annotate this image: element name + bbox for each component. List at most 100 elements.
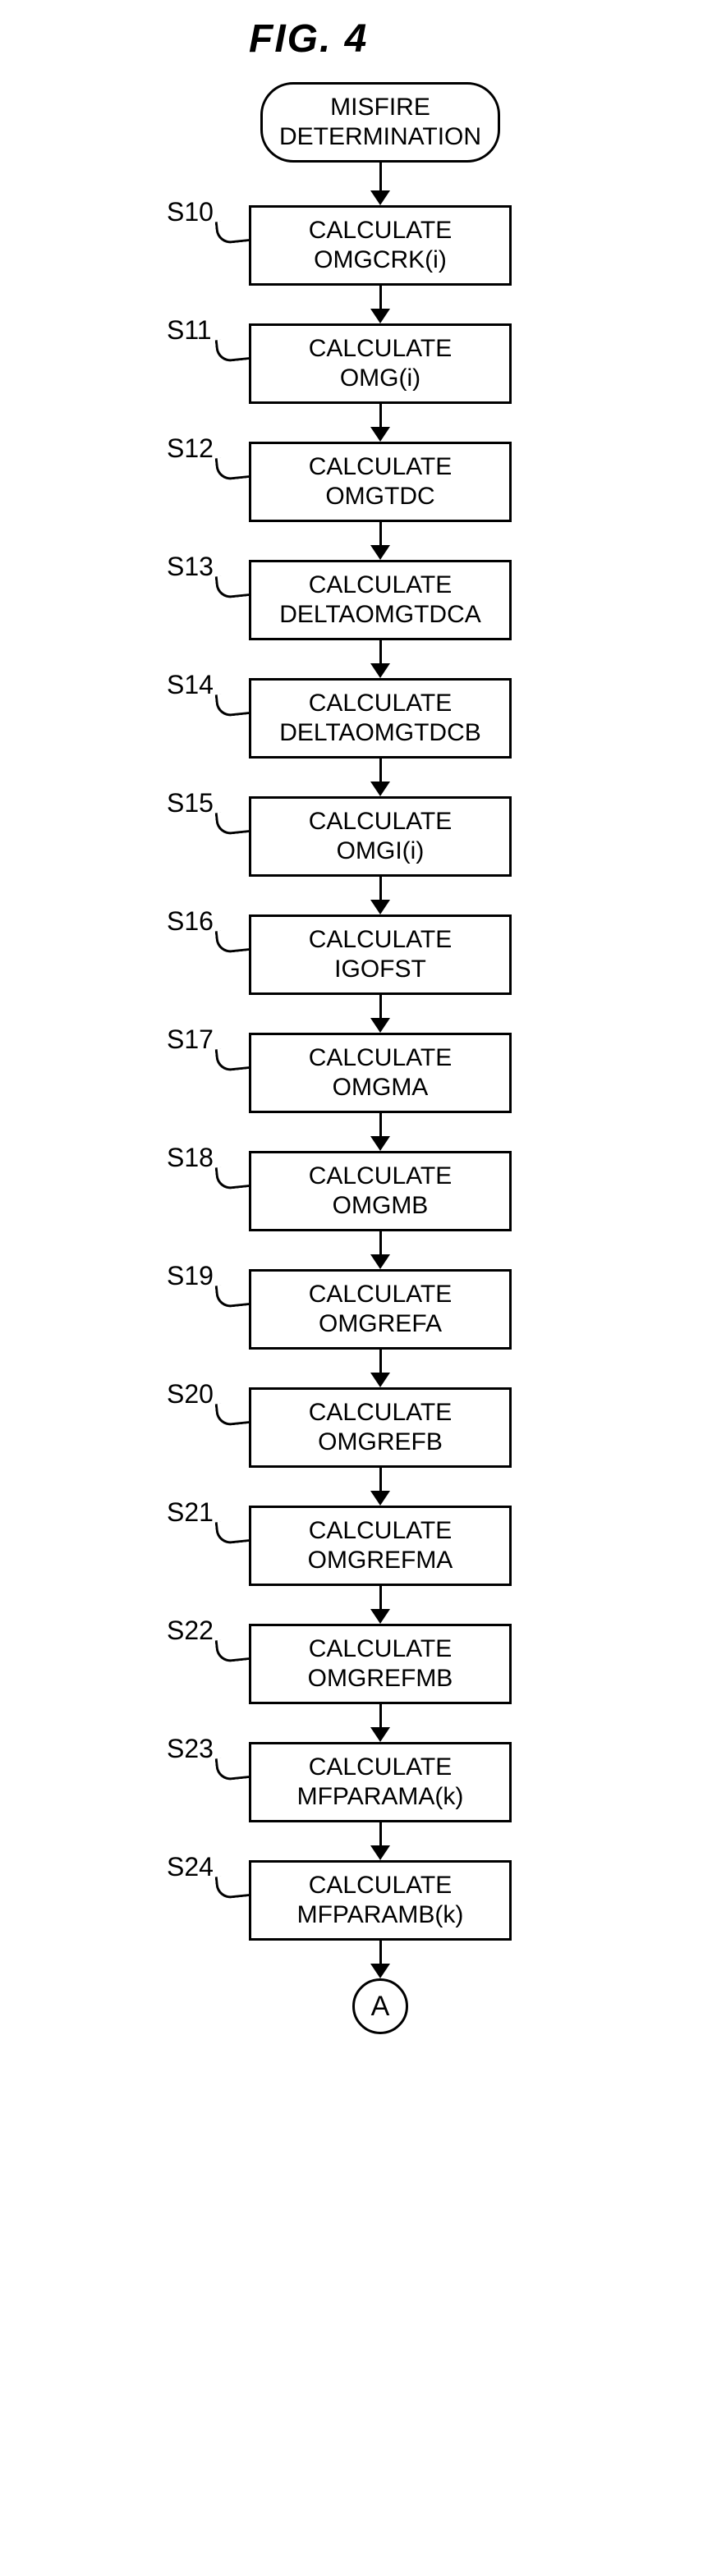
step-label: S15 [167, 788, 214, 818]
figure-title: FIG. 4 [249, 16, 512, 62]
step-row: S17CALCULATEOMGMA [249, 1033, 512, 1113]
step-row: S10CALCULATEOMGCRK(i) [249, 205, 512, 286]
arrow-line [379, 163, 382, 192]
step-row: S19CALCULATEOMGREFA [249, 1269, 512, 1350]
arrow-head [370, 1727, 390, 1742]
step-row: S13CALCULATEDELTAOMGTDCA [249, 560, 512, 640]
process-box: CALCULATEMFPARAMA(k) [249, 1742, 512, 1822]
arrow-head [370, 663, 390, 678]
arrow-head [370, 1491, 390, 1506]
process-box: CALCULATEOMG(i) [249, 323, 512, 404]
arrow [370, 163, 390, 205]
arrow [249, 877, 512, 914]
step-label-tick [215, 337, 253, 363]
step-label-tick [215, 691, 253, 717]
step-label: S11 [167, 315, 212, 346]
step-label: S17 [167, 1024, 214, 1055]
process-box: CALCULATEOMGREFMB [249, 1624, 512, 1704]
arrow-head [370, 1018, 390, 1033]
process-box: CALCULATEOMGREFA [249, 1269, 512, 1350]
arrow-line [379, 286, 382, 310]
arrow-line [379, 640, 382, 665]
arrow-line [379, 759, 382, 783]
arrow [249, 1704, 512, 1742]
process-box: CALCULATEOMGMB [249, 1151, 512, 1231]
process-box: CALCULATEOMGI(i) [249, 796, 512, 877]
arrow [249, 1350, 512, 1387]
process-box: CALCULATEOMGREFB [249, 1387, 512, 1468]
arrow-head [370, 1845, 390, 1860]
process-box: CALCULATEIGOFST [249, 914, 512, 995]
step-label: S22 [167, 1616, 214, 1646]
arrow-line [379, 522, 382, 547]
step-label: S18 [167, 1143, 214, 1173]
step-label: S13 [167, 552, 214, 582]
process-box: CALCULATEOMGCRK(i) [249, 205, 512, 286]
process-box: CALCULATEDELTAOMGTDCA [249, 560, 512, 640]
arrow [249, 1941, 512, 1978]
step-label-tick [215, 1400, 253, 1427]
arrow-head [370, 427, 390, 442]
arrow-head [370, 1254, 390, 1269]
step-label-tick [215, 1873, 253, 1900]
step-label: S10 [167, 197, 214, 227]
arrow-head [370, 190, 390, 205]
step-label-tick [215, 809, 253, 836]
arrow-line [379, 1113, 382, 1138]
flowchart: MISFIREDETERMINATION S10CALCULATEOMGCRK(… [249, 82, 512, 2034]
step-row: S15CALCULATEOMGI(i) [249, 796, 512, 877]
step-label-tick [215, 1282, 253, 1309]
arrow-head [370, 1609, 390, 1624]
step-row: S23CALCULATEMFPARAMA(k) [249, 1742, 512, 1822]
process-box: CALCULATEDELTAOMGTDCB [249, 678, 512, 759]
step-row: S11CALCULATEOMG(i) [249, 323, 512, 404]
arrow-head [370, 782, 390, 796]
process-box: CALCULATEOMGREFMA [249, 1506, 512, 1586]
step-label-tick [215, 1519, 253, 1545]
arrow-head [370, 1964, 390, 1978]
step-row: S22CALCULATEOMGREFMB [249, 1624, 512, 1704]
arrow [249, 522, 512, 560]
step-row: S21CALCULATEOMGREFMA [249, 1506, 512, 1586]
terminator-start: MISFIREDETERMINATION [260, 82, 500, 163]
arrow [249, 286, 512, 323]
arrow [249, 1822, 512, 1860]
arrow-head [370, 309, 390, 323]
process-box: CALCULATEMFPARAMB(k) [249, 1860, 512, 1941]
step-label-tick [215, 1755, 253, 1781]
step-label-tick [215, 1164, 253, 1190]
step-row: S16CALCULATEIGOFST [249, 914, 512, 995]
step-row: S12CALCULATEOMGTDC [249, 442, 512, 522]
arrow [249, 759, 512, 796]
arrow-head [370, 1136, 390, 1151]
arrow [249, 995, 512, 1033]
step-label-tick [215, 218, 253, 245]
step-label: S12 [167, 433, 214, 464]
step-label-tick [215, 573, 253, 599]
arrow-line [379, 1586, 382, 1611]
arrow [249, 1231, 512, 1269]
arrow [249, 1113, 512, 1151]
arrow-line [379, 1231, 382, 1256]
arrow-head [370, 545, 390, 560]
step-row: S14CALCULATEDELTAOMGTDCB [249, 678, 512, 759]
step-label: S21 [167, 1497, 214, 1528]
arrow-line [379, 1704, 382, 1729]
step-label-tick [215, 1046, 253, 1072]
process-box: CALCULATEOMGMA [249, 1033, 512, 1113]
step-row: S18CALCULATEOMGMB [249, 1151, 512, 1231]
step-label: S16 [167, 906, 214, 937]
step-label: S24 [167, 1852, 214, 1882]
off-page-connector: A [352, 1978, 408, 2034]
arrow-line [379, 404, 382, 429]
arrow-head [370, 900, 390, 914]
arrow [249, 640, 512, 678]
arrow [249, 1468, 512, 1506]
arrow-line [379, 877, 382, 901]
step-row: S24CALCULATEMFPARAMB(k) [249, 1860, 512, 1941]
step-label-tick [215, 928, 253, 954]
arrow-line [379, 995, 382, 1020]
arrow-line [379, 1468, 382, 1492]
arrow-line [379, 1350, 382, 1374]
step-label-tick [215, 455, 253, 481]
